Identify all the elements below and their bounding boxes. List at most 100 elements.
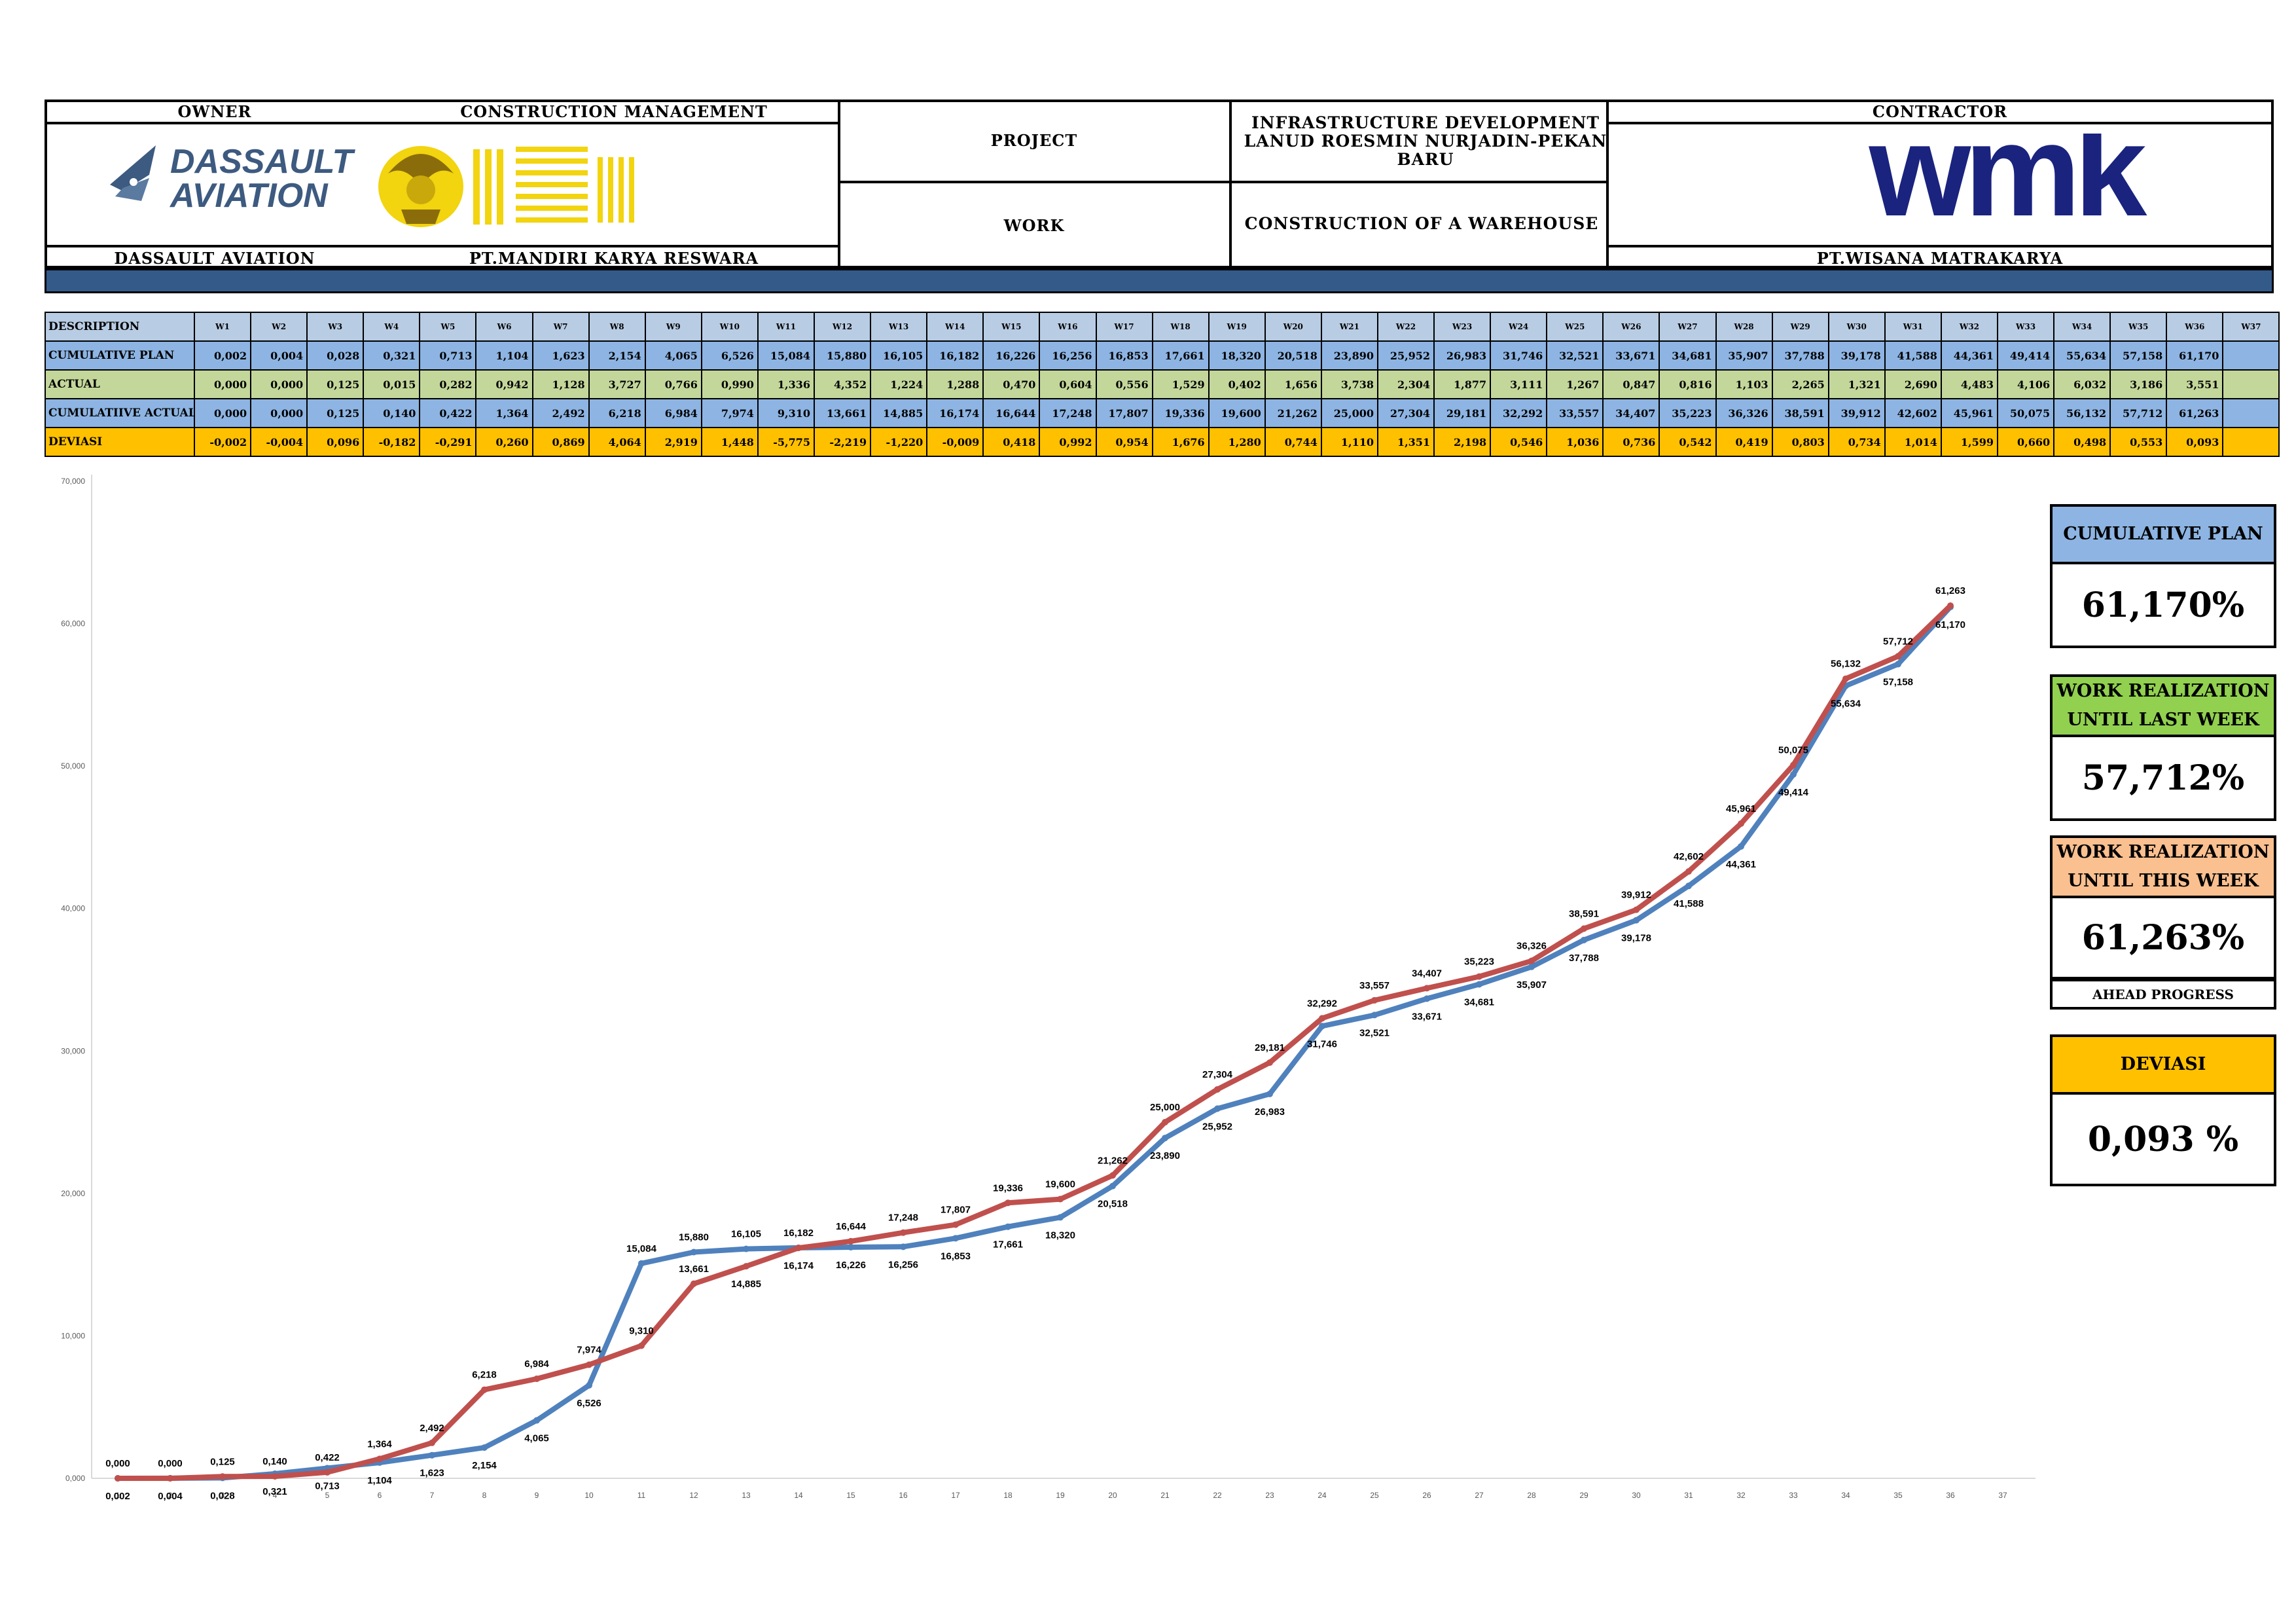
x-tick-label: 7 — [430, 1491, 435, 1500]
owner-cm-divider-bottom — [45, 245, 840, 247]
data-point — [638, 1260, 645, 1267]
data-point — [586, 1361, 592, 1368]
data-point — [1424, 985, 1430, 992]
data-label: 16,256 — [888, 1259, 918, 1270]
row-label: ACTUAL — [45, 369, 195, 399]
table-cell: 17,661 — [1151, 340, 1210, 371]
project-work-divider-v — [1229, 100, 1232, 268]
table-cell: 1,267 — [1546, 369, 1604, 399]
table-cell: 0,847 — [1602, 369, 1660, 399]
table-cell: 0,556 — [1095, 369, 1153, 399]
data-label: 44,361 — [1726, 859, 1756, 870]
week-header: W32 — [1940, 312, 1999, 342]
data-label: 39,912 — [1621, 890, 1651, 901]
table-cell: 55,634 — [2053, 340, 2111, 371]
week-header: W10 — [700, 312, 759, 342]
table-header-row: DESCRIPTION W1 W2 W3 W4 W5 W6 W7 W8 W9 W10 W11 W12 W1… — [45, 312, 2280, 342]
x-tick-label: 11 — [637, 1491, 646, 1500]
week-header: W7 — [531, 312, 590, 342]
table-cell: 21,262 — [1264, 398, 1322, 428]
data-point — [1424, 995, 1430, 1002]
data-point — [219, 1473, 226, 1480]
data-label: 0,002 — [105, 1491, 130, 1502]
data-point — [1266, 1059, 1273, 1067]
week-header: W33 — [1996, 312, 2055, 342]
data-label: 0,321 — [262, 1486, 287, 1497]
data-point — [1371, 1012, 1378, 1019]
last-week-label-1: WORK REALIZATION — [2056, 681, 2270, 701]
data-point — [1685, 883, 1692, 890]
week-header: W1 — [193, 312, 252, 342]
table-cell: 39,178 — [1827, 340, 1886, 371]
data-point — [1005, 1199, 1011, 1207]
table-cell: 17,807 — [1095, 398, 1153, 428]
data-label: 20,518 — [1098, 1199, 1128, 1210]
table-cell: 57,158 — [2109, 340, 2168, 371]
data-point — [533, 1417, 540, 1424]
data-label: 0,004 — [158, 1491, 183, 1502]
data-label: 16,226 — [836, 1260, 866, 1271]
work-label: WORK — [1003, 216, 1065, 235]
data-label: 39,178 — [1621, 933, 1651, 944]
table-cell: 0,419 — [1715, 427, 1773, 457]
table-cell — [2222, 340, 2280, 371]
data-point — [481, 1386, 488, 1393]
this-week-label-2: UNTIL THIS WEEK — [2068, 871, 2259, 891]
table-cell: 6,032 — [2053, 369, 2111, 399]
table-cell: 4,483 — [1940, 369, 1999, 399]
data-point — [1738, 820, 1744, 828]
data-point — [1162, 1135, 1168, 1142]
table-cell: 7,974 — [700, 398, 759, 428]
x-tick-label: 6 — [378, 1491, 382, 1500]
data-point — [1581, 936, 1587, 943]
table-cell: 61,170 — [2166, 340, 2224, 371]
table-cell: 0,470 — [982, 369, 1041, 399]
table-cell: 44,361 — [1940, 340, 1999, 371]
table-cell: 4,064 — [588, 427, 646, 457]
progress-table: DESCRIPTION W1 W2 W3 W4 W5 W6 W7 W8 W9 W10 W11 W12 W1… — [45, 312, 2280, 457]
table-cell: -0,291 — [419, 427, 477, 457]
x-tick-label: 20 — [1108, 1491, 1117, 1500]
x-tick-label: 32 — [1736, 1491, 1746, 1500]
owner-logo-text-2: AVIATION — [169, 177, 329, 215]
table-cell: 1,014 — [1884, 427, 1942, 457]
table-cell: 1,623 — [531, 340, 590, 371]
data-point — [167, 1475, 173, 1482]
table-cell: 0,028 — [306, 340, 365, 371]
week-header: W19 — [1208, 312, 1266, 342]
data-label: 17,807 — [941, 1205, 971, 1216]
data-point — [376, 1455, 383, 1463]
x-tick-label: 1 — [116, 1491, 120, 1500]
data-point — [1319, 1023, 1325, 1030]
table-cell: 6,984 — [644, 398, 702, 428]
table-cell: 3,111 — [1490, 369, 1548, 399]
chart-series — [115, 602, 1954, 1482]
x-tick-label: 19 — [1056, 1491, 1065, 1500]
data-label: 57,712 — [1883, 636, 1913, 647]
table-cell: 0,498 — [2053, 427, 2111, 457]
week-header: W11 — [757, 312, 816, 342]
table-cell: 16,182 — [926, 340, 984, 371]
table-cell: 17,248 — [1039, 398, 1097, 428]
table-cell: 31,746 — [1490, 340, 1548, 371]
data-label: 49,414 — [1778, 787, 1809, 798]
table-cell: 2,919 — [644, 427, 702, 457]
week-header: W31 — [1884, 312, 1942, 342]
table-cell: 42,602 — [1884, 398, 1942, 428]
x-tick-label: 9 — [535, 1491, 539, 1500]
week-header: W37 — [2222, 312, 2280, 342]
table-cell: 0,546 — [1490, 427, 1548, 457]
table-cell: 14,885 — [870, 398, 928, 428]
table-cell: 3,727 — [588, 369, 646, 399]
week-header: W27 — [1659, 312, 1717, 342]
project-value: INFRASTRUCTURE DEVELOPMENT LANUD ROESMIN… — [1244, 113, 1607, 169]
table-cell: 3,738 — [1320, 369, 1378, 399]
data-label: 0,000 — [158, 1458, 183, 1469]
data-point — [533, 1376, 540, 1383]
table-cell: 26,983 — [1433, 340, 1492, 371]
table-cell: -0,009 — [926, 427, 984, 457]
y-tick-label: 40,000 — [61, 904, 85, 913]
table-cell: 36,326 — [1715, 398, 1773, 428]
table-cell: 15,880 — [814, 340, 872, 371]
table-cell: 1,529 — [1151, 369, 1210, 399]
